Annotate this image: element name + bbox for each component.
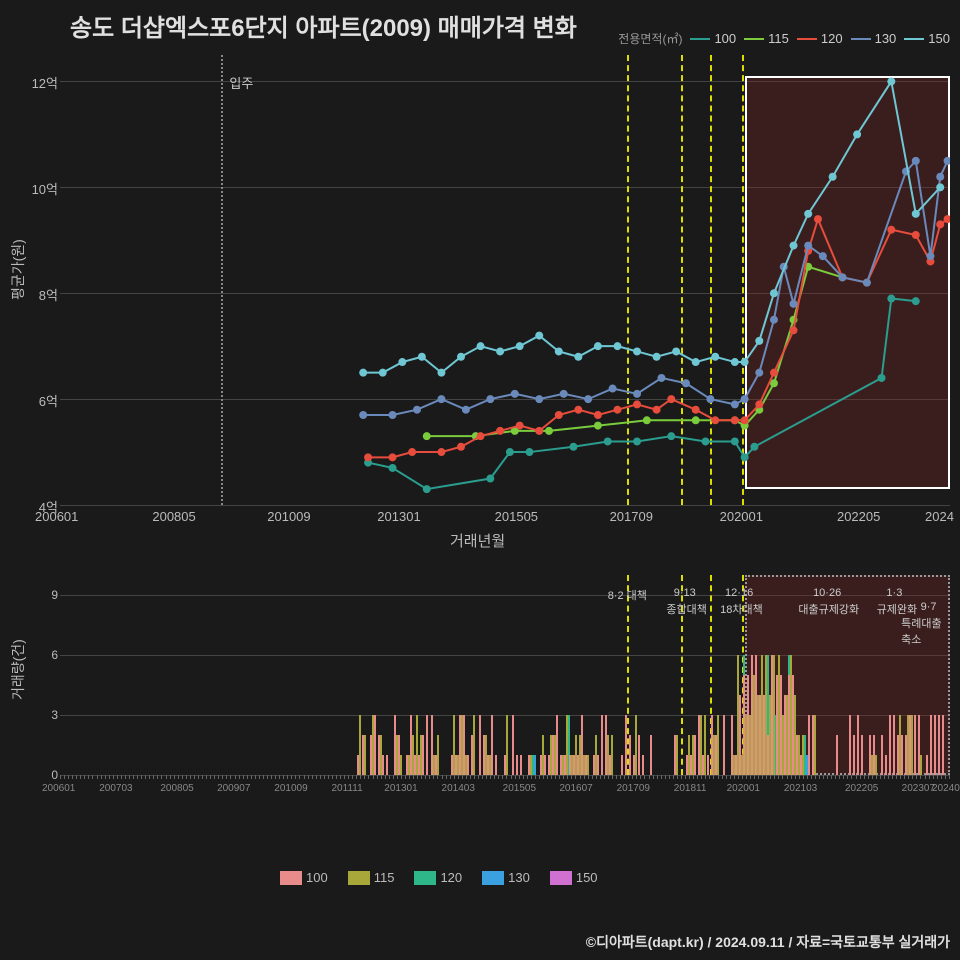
bar-y-tick: 6 (38, 648, 58, 662)
x-tick: 201709 (610, 509, 653, 524)
bar-annotation: 9·13 (674, 587, 696, 599)
bar-x-tick: 201709 (617, 783, 650, 794)
bar-annotation: 1·3 (886, 587, 902, 599)
bar-x-tick: 202307 (902, 783, 935, 794)
highlight-region (745, 76, 950, 489)
legend-bottom-item: 150 (550, 870, 598, 885)
bar-x-tick: 201111 (331, 783, 362, 794)
x-tick: 202205 (837, 509, 880, 524)
policy-vline (742, 55, 744, 505)
y-tick: 8억 (28, 285, 58, 304)
policy-vline (681, 55, 683, 505)
legend-text-150: 150 (928, 31, 950, 46)
bar-x-tick: 20240 (932, 783, 960, 794)
chart-title: 송도 더샵엑스포6단지 아파트(2009) 매매가격 변화 (70, 8, 577, 43)
bar-x-tick: 202001 (727, 783, 760, 794)
bar-annotation: 대출규제강화 (798, 601, 859, 617)
legend-swatch (280, 871, 302, 885)
bar-y-tick: 3 (38, 708, 58, 722)
y-tick: 12억 (28, 73, 58, 92)
legend-label-text: 150 (576, 870, 598, 885)
legend-swatch-100 (690, 38, 710, 40)
legend-text-115: 115 (768, 31, 789, 46)
bar-x-tick: 201403 (442, 783, 475, 794)
policy-vline (627, 55, 629, 505)
x-tick: 200601 (35, 509, 78, 524)
bar-annotation: 특례대출축소 (901, 615, 950, 647)
bar-annotation: 종합대책 (666, 601, 706, 617)
bar-annotation: 18차대책 (720, 601, 763, 617)
legend-label: 전용면적(㎡) (618, 30, 682, 47)
y-axis-label: 평균가(원) (8, 239, 28, 300)
bar-x-tick: 201301 (384, 783, 417, 794)
x-tick: 201505 (495, 509, 538, 524)
bar-annotation: 9·7 (921, 601, 937, 613)
legend-swatch-120 (797, 38, 817, 40)
bar-x-tick: 201811 (674, 783, 707, 794)
legend-label-text: 130 (508, 870, 530, 885)
legend-swatch (550, 871, 572, 885)
legend-bottom: 100 115 120 130 150 (280, 870, 598, 885)
main-chart: 입주 (60, 55, 950, 505)
bar-x-tick: 202103 (784, 783, 817, 794)
legend-top: 전용면적(㎡) 100 115 120 130 150 (618, 30, 950, 47)
legend-swatch (482, 871, 504, 885)
legend-text-130: 130 (875, 31, 897, 46)
y-tick: 10억 (28, 179, 58, 198)
bar-x-tick: 202205 (845, 783, 878, 794)
legend-text-100: 100 (714, 31, 736, 46)
legend-swatch-130 (851, 38, 871, 40)
legend-text-120: 120 (821, 31, 843, 46)
legend-bottom-item: 100 (280, 870, 328, 885)
legend-label-text: 100 (306, 870, 328, 885)
x-tick: 201009 (267, 509, 310, 524)
bar-annotation: 8·2 대책 (608, 587, 647, 603)
bar-y-tick: 0 (38, 768, 58, 782)
x-tick: 200805 (152, 509, 195, 524)
bar-x-tick: 200805 (160, 783, 193, 794)
event-label: 입주 (229, 73, 253, 92)
legend-swatch (414, 871, 436, 885)
bar-x-tick: 201607 (559, 783, 592, 794)
bar-y-tick: 9 (38, 588, 58, 602)
bar-chart: 8·2 대책9·13종합대책12·1618차대책10·26대출규제강화1·3규제… (60, 575, 950, 775)
x-tick: 201301 (377, 509, 420, 524)
bar-x-tick: 201009 (274, 783, 307, 794)
legend-swatch-150 (904, 38, 924, 40)
legend-bottom-item: 115 (348, 870, 395, 885)
bar-x-tick: 200601 (42, 783, 75, 794)
x-tick: 2024 (925, 509, 954, 524)
legend-bottom-item: 120 (414, 870, 462, 885)
legend-label-text: 120 (440, 870, 462, 885)
legend-label-text: 115 (374, 870, 395, 885)
bar-x-tick: 200907 (217, 783, 250, 794)
bar-x-tick: 201505 (503, 783, 536, 794)
bar-y-label: 거래량(건) (8, 639, 28, 700)
x-tick: 202001 (720, 509, 763, 524)
y-tick: 6억 (28, 391, 58, 410)
bar-annotation: 10·26 (813, 587, 841, 599)
bar-annotation: 12·16 (725, 587, 753, 599)
legend-swatch (348, 871, 370, 885)
bar-x-tick: 200703 (99, 783, 132, 794)
x-axis-label: 거래년월 (450, 530, 505, 551)
policy-vline (710, 55, 712, 505)
event-vline (221, 55, 223, 505)
legend-swatch-115 (744, 38, 764, 40)
credit-text: ©디아파트(dapt.kr) / 2024.09.11 / 자료=국토교통부 실… (586, 932, 950, 952)
legend-bottom-item: 130 (482, 870, 530, 885)
